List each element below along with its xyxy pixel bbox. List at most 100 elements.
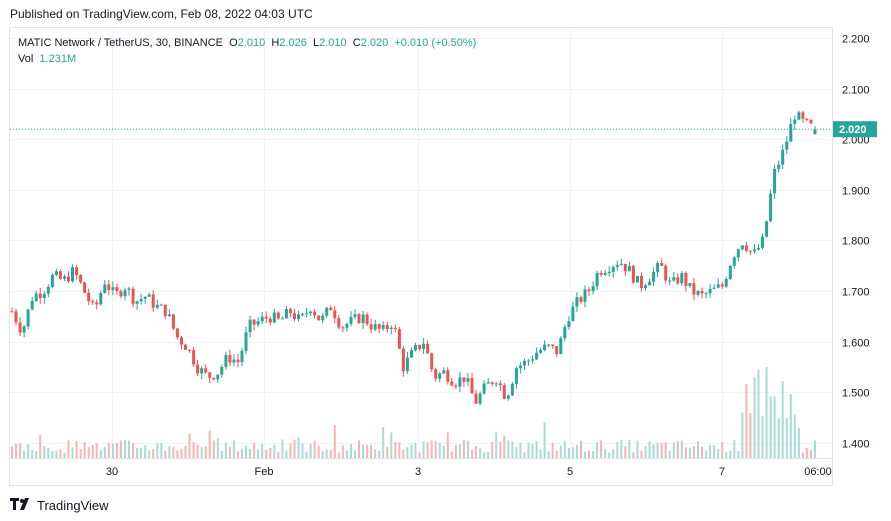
candle-body bbox=[103, 284, 107, 293]
volume-bar bbox=[588, 450, 590, 458]
candle-body bbox=[571, 306, 575, 322]
candle-body bbox=[353, 314, 357, 317]
candle-body bbox=[200, 368, 204, 374]
candle-body bbox=[753, 249, 756, 252]
volume-bar bbox=[31, 450, 34, 458]
volume-bar bbox=[454, 445, 457, 458]
volume-bar bbox=[628, 439, 631, 458]
candle-body bbox=[813, 129, 817, 135]
candle-body bbox=[337, 318, 341, 328]
volume-bar bbox=[479, 448, 482, 458]
legend-ohlc-row: MATIC Network / TetherUS, 30, BINANCE O2… bbox=[18, 35, 476, 51]
candle-body bbox=[607, 272, 611, 273]
volume-bar bbox=[148, 450, 151, 458]
candle-body bbox=[401, 348, 405, 372]
candle-body bbox=[171, 314, 175, 329]
volume-bar bbox=[228, 446, 231, 458]
volume-bar bbox=[777, 418, 780, 458]
volume-bar bbox=[39, 435, 42, 458]
volume-bar bbox=[164, 450, 167, 458]
volume-bar bbox=[55, 450, 58, 458]
volume-bar bbox=[337, 452, 340, 458]
published-caption: Published on TradingView.com, Feb 08, 20… bbox=[10, 7, 313, 21]
legend-open-value: 2.010 bbox=[237, 37, 266, 49]
volume-bar bbox=[426, 442, 429, 458]
candle-body bbox=[75, 267, 79, 275]
candle-body bbox=[71, 267, 74, 282]
candle-body bbox=[478, 393, 482, 404]
candle-body bbox=[284, 309, 288, 319]
candle-body bbox=[87, 292, 91, 302]
candle-body bbox=[648, 281, 652, 286]
volume-bar bbox=[571, 447, 574, 458]
candle-body bbox=[297, 314, 300, 320]
volume-bar bbox=[176, 450, 179, 458]
volume-bar bbox=[224, 442, 227, 458]
volume-bar bbox=[446, 432, 449, 458]
candle-body bbox=[63, 276, 66, 279]
candle-body bbox=[555, 346, 559, 355]
volume-bar bbox=[527, 442, 530, 458]
volume-bar bbox=[483, 452, 486, 458]
chart-legend: MATIC Network / TetherUS, 30, BINANCE O2… bbox=[18, 35, 476, 67]
candle-body bbox=[329, 307, 333, 311]
volume-bar bbox=[547, 451, 550, 458]
volume-bar bbox=[697, 441, 699, 458]
volume-bar bbox=[59, 449, 62, 458]
candle-body bbox=[127, 288, 131, 290]
volume-bar bbox=[91, 445, 94, 458]
volume-bar bbox=[47, 448, 50, 458]
candle-body bbox=[83, 282, 87, 293]
volume-bar bbox=[676, 440, 679, 458]
volume-bar bbox=[140, 448, 143, 458]
candle-body bbox=[180, 337, 183, 345]
candle-body bbox=[313, 311, 317, 316]
volume-bar bbox=[660, 443, 663, 458]
candle-body bbox=[502, 385, 506, 399]
volume-bar bbox=[144, 445, 147, 458]
candle-body bbox=[769, 193, 773, 222]
candle-body bbox=[426, 343, 430, 354]
volume-bar bbox=[378, 451, 381, 458]
volume-bar bbox=[107, 442, 110, 458]
volume-bar bbox=[462, 440, 465, 458]
volume-bar bbox=[75, 441, 78, 458]
volume-bar bbox=[789, 394, 792, 458]
x-tick-label: 06:00 bbox=[804, 466, 832, 478]
chart-frame[interactable] bbox=[9, 27, 833, 486]
candle-body bbox=[288, 309, 292, 314]
volume-bar bbox=[184, 445, 187, 458]
candle-body bbox=[535, 352, 539, 360]
candle-body bbox=[797, 112, 801, 120]
candle-body bbox=[268, 318, 272, 323]
volume-bar bbox=[761, 415, 764, 458]
candle-body bbox=[216, 374, 220, 380]
candle-body bbox=[442, 370, 446, 374]
volume-bar bbox=[374, 449, 377, 458]
volume-bar bbox=[725, 452, 728, 458]
volume-bar bbox=[216, 438, 219, 458]
candle-body bbox=[345, 323, 349, 328]
candle-body bbox=[381, 325, 385, 329]
candle-body bbox=[107, 284, 111, 290]
volume-bar bbox=[136, 448, 139, 458]
volume-bar bbox=[394, 441, 397, 458]
candle-body bbox=[252, 319, 256, 325]
candle-body bbox=[204, 368, 208, 373]
candle-body bbox=[139, 299, 143, 302]
volume-bar bbox=[584, 451, 586, 458]
volume-bar bbox=[664, 442, 667, 458]
volume-bar bbox=[814, 440, 816, 458]
legend-volume-row: Vol 1.231M bbox=[18, 51, 476, 67]
candle-body bbox=[773, 169, 777, 194]
volume-bar bbox=[551, 443, 554, 458]
footer-brand[interactable]: TradingView bbox=[10, 498, 109, 513]
candle-body bbox=[280, 318, 284, 320]
candle-body bbox=[716, 284, 720, 288]
candle-body bbox=[627, 265, 631, 272]
candle-body bbox=[700, 291, 704, 294]
volume-bar bbox=[797, 428, 800, 458]
volume-bar bbox=[293, 439, 296, 458]
volume-bar bbox=[604, 448, 607, 458]
